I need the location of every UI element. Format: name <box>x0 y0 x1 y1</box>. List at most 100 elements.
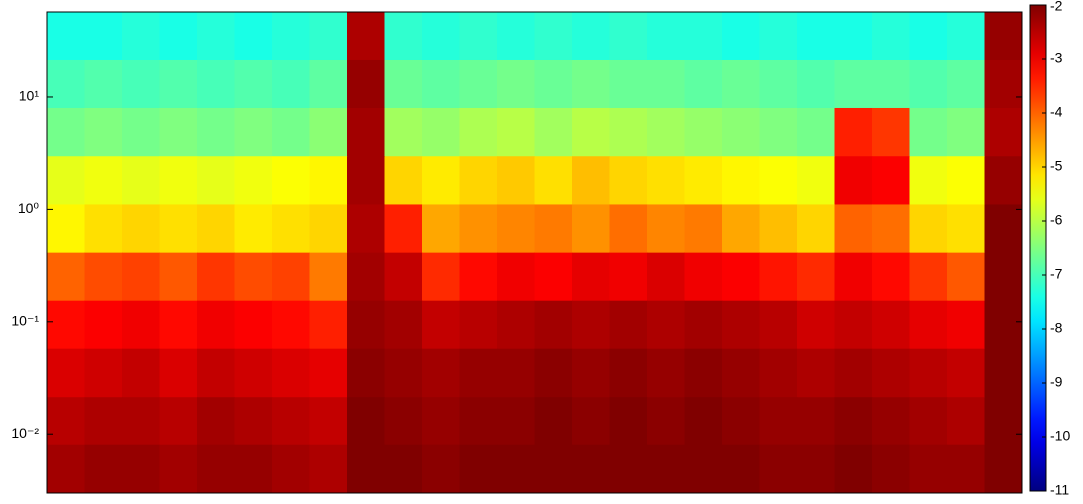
heatmap-cell <box>122 444 160 494</box>
heatmap-cell <box>647 204 685 254</box>
heatmap-cell <box>722 397 760 446</box>
heatmap-cell <box>947 12 985 61</box>
heatmap-cell <box>797 59 835 109</box>
heatmap-cell <box>122 397 160 446</box>
heatmap-cell <box>834 348 873 398</box>
heatmap-cell <box>422 156 460 205</box>
heatmap-cell <box>534 107 573 157</box>
heatmap-cell <box>759 252 798 302</box>
heatmap-cell <box>384 107 423 157</box>
heatmap-cell <box>422 252 460 302</box>
heatmap-cell <box>947 59 985 109</box>
heatmap-cell <box>347 300 385 350</box>
colorbar <box>1029 4 1047 492</box>
heatmap-cell <box>609 444 648 494</box>
colorbar-tick-label: -3 <box>1050 50 1063 66</box>
heatmap-cell <box>834 397 873 446</box>
heatmap-cell <box>347 107 385 157</box>
heatmap-cell <box>984 107 1023 157</box>
heatmap-cell <box>384 348 423 398</box>
heatmap-cell <box>872 444 910 494</box>
heatmap-cell <box>197 397 235 446</box>
heatmap-cell <box>459 300 498 350</box>
heatmap-cell <box>84 397 123 446</box>
heatmap-cell <box>272 444 310 494</box>
heatmap <box>47 12 1023 494</box>
heatmap-cell <box>984 204 1023 254</box>
heatmap-cell <box>647 12 685 61</box>
heatmap-cell <box>384 397 423 446</box>
heatmap-cell <box>47 204 85 254</box>
heatmap-cell <box>459 12 498 61</box>
heatmap-cell <box>272 156 310 205</box>
heatmap-cell <box>909 252 948 302</box>
heatmap-cell <box>609 204 648 254</box>
heatmap-cell <box>984 397 1023 446</box>
heatmap-cell <box>309 397 348 446</box>
colorbar-tick-label: -9 <box>1050 374 1063 390</box>
heatmap-cell <box>347 59 385 109</box>
heatmap-cell <box>909 300 948 350</box>
heatmap-cell <box>909 12 948 61</box>
heatmap-cell <box>647 107 685 157</box>
heatmap-cell <box>984 59 1023 109</box>
heatmap-cell <box>684 300 723 350</box>
heatmap-cell <box>234 252 273 302</box>
heatmap-cell <box>797 397 835 446</box>
heatmap-cell <box>984 300 1023 350</box>
heatmap-cell <box>84 59 123 109</box>
heatmap-cell <box>684 59 723 109</box>
heatmap-cell <box>309 204 348 254</box>
heatmap-cell <box>534 59 573 109</box>
plot-frame <box>46 11 1023 494</box>
heatmap-cell <box>834 252 873 302</box>
heatmap-cell <box>234 444 273 494</box>
heatmap-cell <box>234 300 273 350</box>
heatmap-cell <box>272 107 310 157</box>
heatmap-cell <box>384 252 423 302</box>
heatmap-cell <box>947 156 985 205</box>
heatmap-cell <box>947 397 985 446</box>
heatmap-cell <box>797 204 835 254</box>
heatmap-cell <box>159 252 198 302</box>
heatmap-cell <box>947 300 985 350</box>
heatmap-cell <box>684 204 723 254</box>
heatmap-cell <box>122 107 160 157</box>
heatmap-cell <box>647 348 685 398</box>
colorbar-tick-label: -6 <box>1050 212 1063 228</box>
heatmap-cell <box>272 397 310 446</box>
heatmap-cell <box>759 12 798 61</box>
heatmap-cell <box>984 252 1023 302</box>
heatmap-cell <box>384 59 423 109</box>
heatmap-cell <box>122 204 160 254</box>
heatmap-cell <box>797 107 835 157</box>
heatmap-cell <box>459 444 498 494</box>
heatmap-cell <box>797 300 835 350</box>
heatmap-cell <box>609 397 648 446</box>
heatmap-cell <box>234 107 273 157</box>
heatmap-cell <box>834 300 873 350</box>
heatmap-cell <box>759 59 798 109</box>
heatmap-cell <box>309 107 348 157</box>
y-tick-label: 10¹ <box>19 88 40 104</box>
heatmap-cell <box>722 252 760 302</box>
heatmap-cell <box>197 348 235 398</box>
heatmap-cell <box>497 397 535 446</box>
heatmap-cell <box>947 348 985 398</box>
heatmap-cell <box>909 204 948 254</box>
heatmap-cell <box>797 156 835 205</box>
heatmap-cell <box>197 252 235 302</box>
heatmap-cell <box>47 444 85 494</box>
heatmap-cell <box>384 12 423 61</box>
y-tick-label: 10⁻¹ <box>11 313 39 329</box>
heatmap-cell <box>572 156 610 205</box>
heatmap-cell <box>459 348 498 398</box>
heatmap-cell <box>834 444 873 494</box>
heatmap-cell <box>234 204 273 254</box>
heatmap-cell <box>947 204 985 254</box>
heatmap-cell <box>84 12 123 61</box>
heatmap-cell <box>159 300 198 350</box>
heatmap-cell <box>572 12 610 61</box>
heatmap-cell <box>159 12 198 61</box>
heatmap-cell <box>609 156 648 205</box>
